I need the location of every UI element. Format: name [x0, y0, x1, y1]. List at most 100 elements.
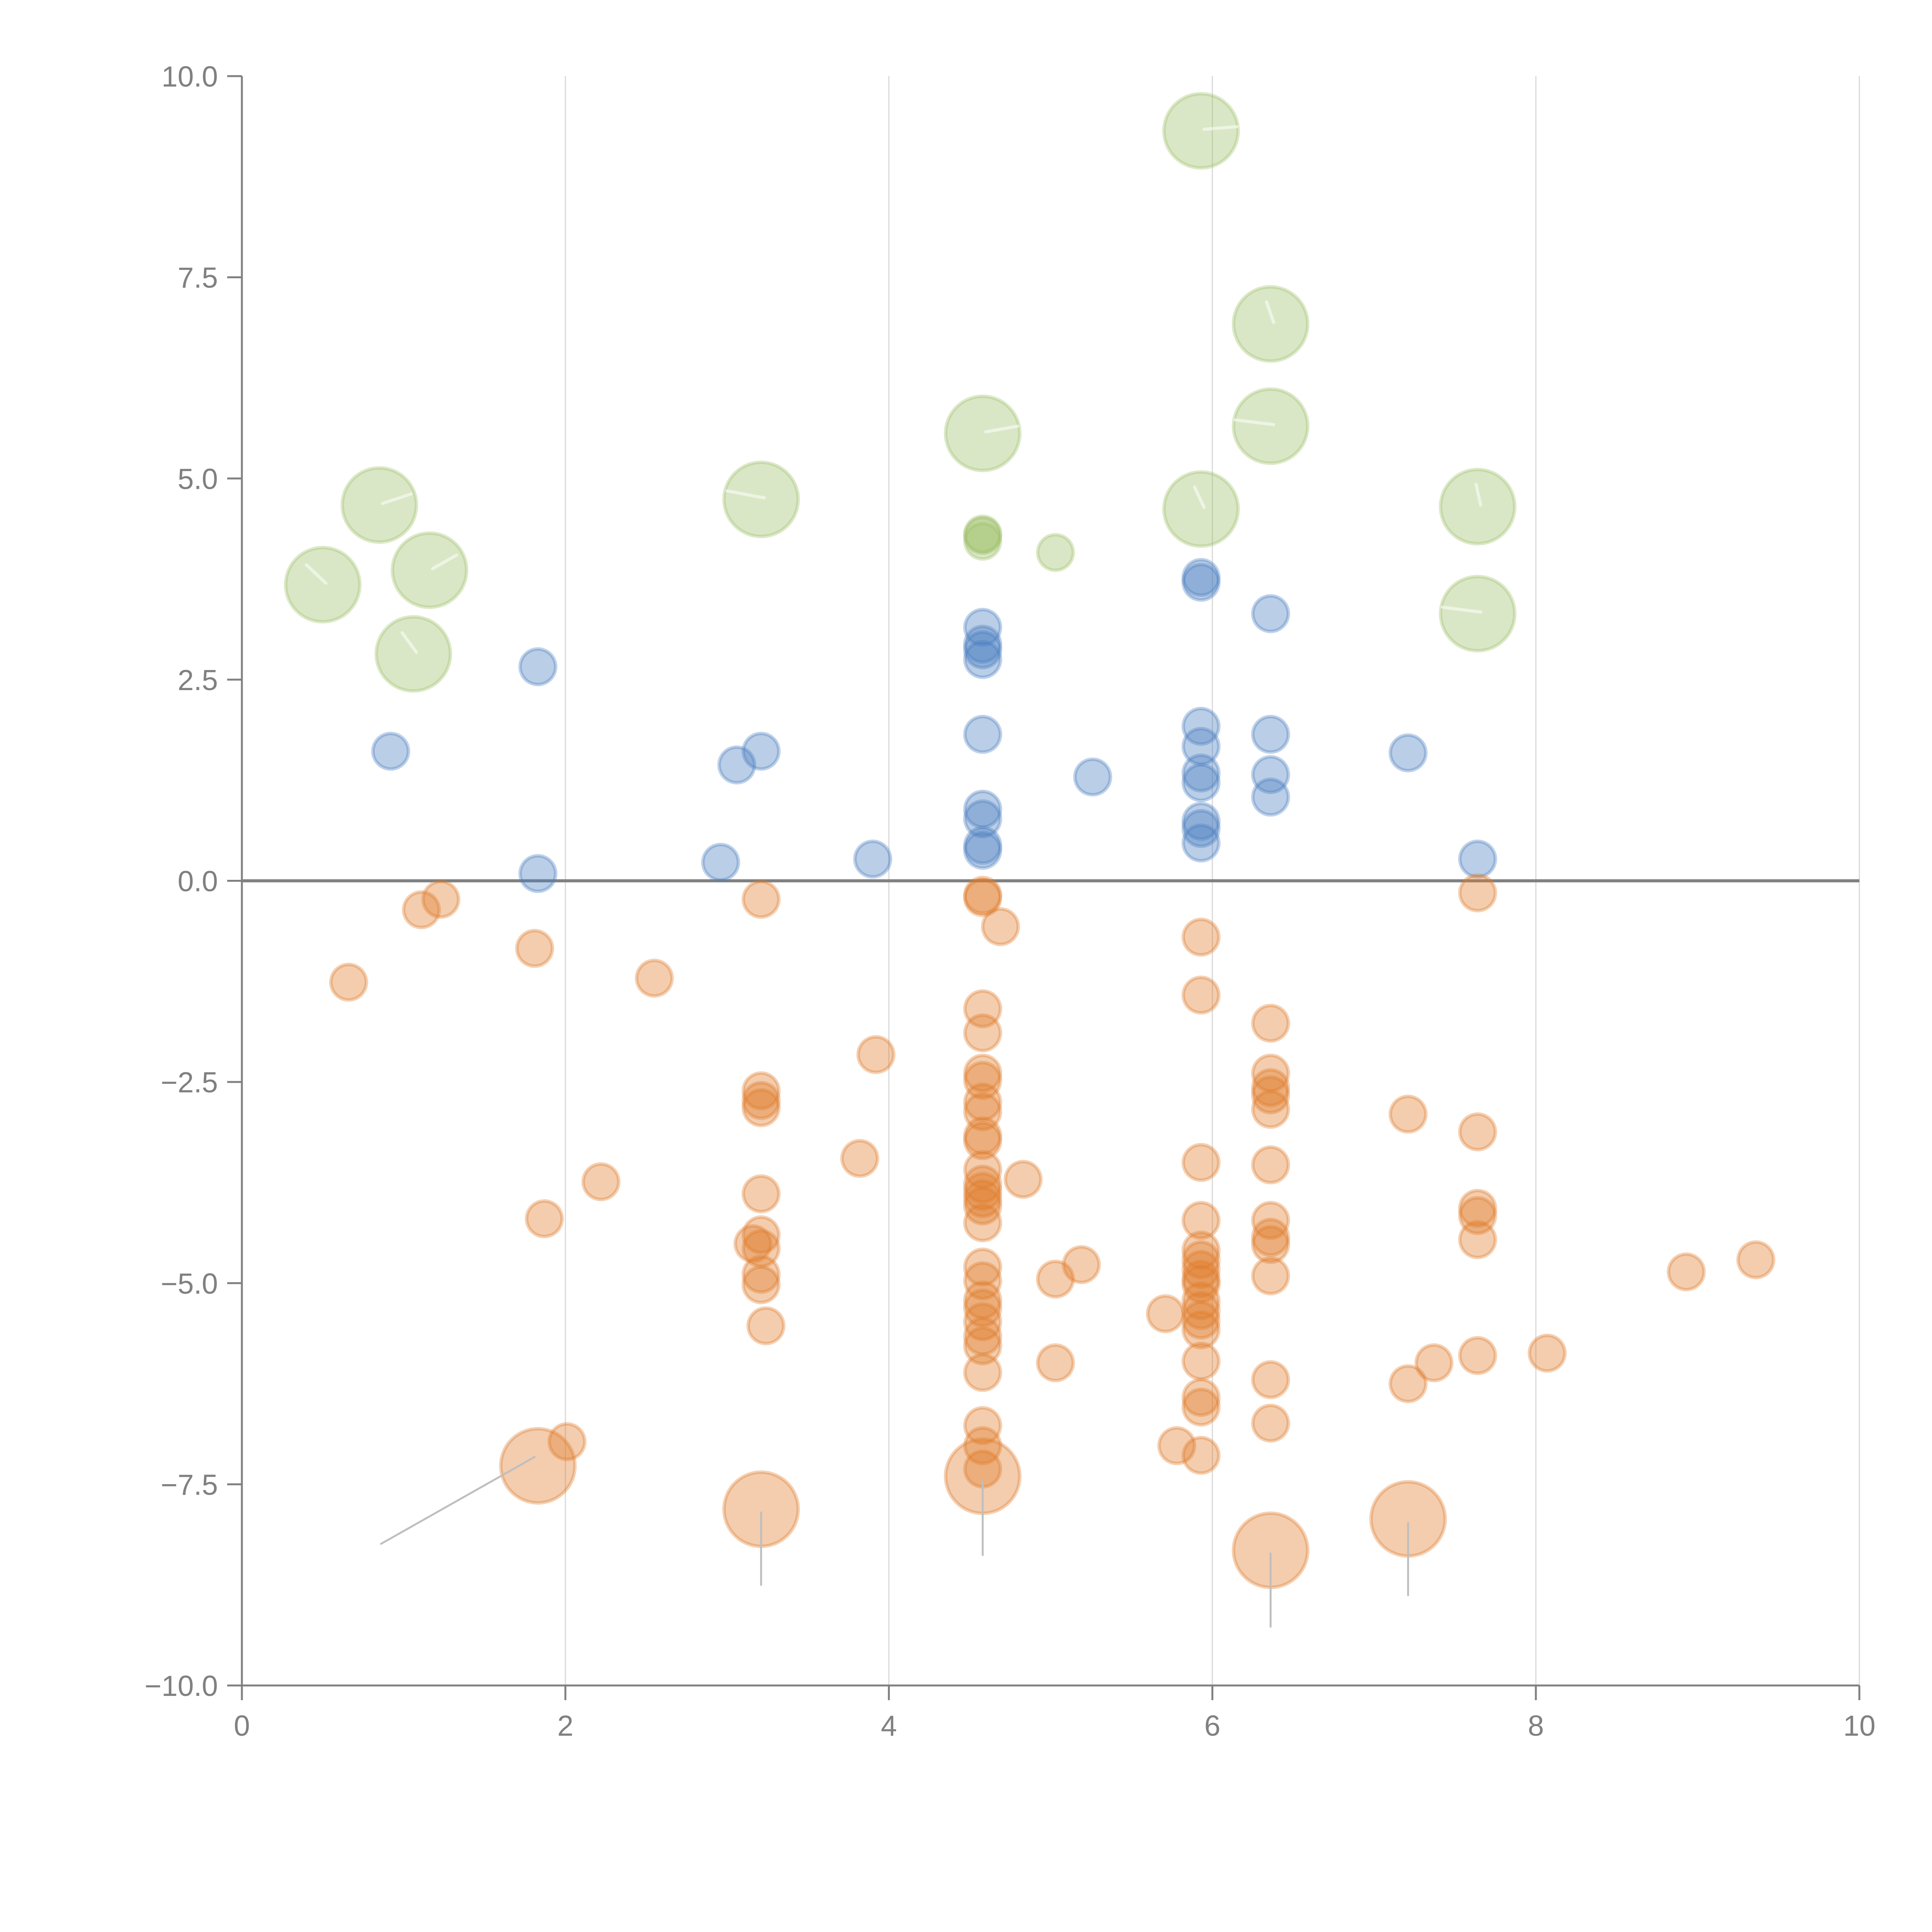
bubble-orange[interactable]: [1181, 1250, 1221, 1289]
bubble-orange[interactable]: [963, 1121, 1002, 1160]
bubble-orange[interactable]: [963, 1172, 1002, 1211]
bubble-orange[interactable]: [1181, 1143, 1221, 1182]
bubble-blue[interactable]: [1251, 755, 1290, 794]
bubble-blue[interactable]: [1251, 594, 1290, 633]
bubble-orange[interactable]: [1181, 1310, 1221, 1350]
bubble-orange[interactable]: [963, 1179, 1002, 1218]
bubble-blue[interactable]: [1073, 757, 1112, 797]
bubble-green[interactable]: [963, 514, 1002, 554]
bubble-blue[interactable]: [1251, 714, 1290, 754]
bubble-orange[interactable]: [1181, 1435, 1221, 1475]
bubble-orange[interactable]: [547, 1422, 587, 1461]
bubble-orange[interactable]: [1388, 1364, 1428, 1403]
bubble-orange[interactable]: [856, 1035, 896, 1074]
bubble-blue[interactable]: [963, 714, 1002, 754]
bubble-blue[interactable]: [717, 745, 757, 785]
bubble-orange[interactable]: [1181, 917, 1221, 957]
bubble-orange[interactable]: [1181, 1342, 1221, 1381]
bubble-orange[interactable]: [1181, 1387, 1221, 1427]
bubble-blue[interactable]: [1458, 839, 1497, 879]
bubble-orange[interactable]: [963, 1203, 1002, 1243]
bubble-blue[interactable]: [963, 608, 1002, 647]
bubble-orange[interactable]: [1181, 1259, 1221, 1299]
bubble-orange[interactable]: [746, 1306, 786, 1345]
bubble-orange[interactable]: [1251, 1201, 1290, 1240]
bubble-green[interactable]: [391, 531, 469, 609]
bubble-blue[interactable]: [1181, 823, 1221, 863]
bubble-blue[interactable]: [1181, 753, 1221, 793]
bubble-orange[interactable]: [742, 1215, 781, 1255]
bubble-orange[interactable]: [963, 989, 1002, 1029]
bubble-orange[interactable]: [499, 1427, 577, 1505]
bubble-orange[interactable]: [742, 1265, 781, 1304]
bubble-orange[interactable]: [1458, 1112, 1497, 1151]
bubble-green[interactable]: [1231, 285, 1310, 363]
bubble-orange[interactable]: [963, 1302, 1002, 1342]
bubble-orange[interactable]: [1458, 1336, 1497, 1375]
bubble-orange[interactable]: [634, 958, 674, 998]
bubble-blue[interactable]: [1181, 801, 1221, 841]
bubble-orange[interactable]: [1667, 1252, 1706, 1292]
bubble-blue[interactable]: [853, 839, 893, 879]
bubble-orange[interactable]: [1036, 1259, 1075, 1299]
bubble-orange[interactable]: [1181, 1264, 1221, 1304]
bubble-orange[interactable]: [1527, 1333, 1567, 1373]
bubble-orange[interactable]: [515, 929, 554, 968]
bubble-orange[interactable]: [742, 1255, 781, 1294]
bubble-orange[interactable]: [963, 1186, 1002, 1226]
bubble-orange[interactable]: [1458, 1189, 1497, 1228]
bubble-orange[interactable]: [1146, 1294, 1185, 1333]
bubble-green[interactable]: [1439, 468, 1517, 546]
bubble-orange[interactable]: [963, 1165, 1002, 1204]
bubble-blue[interactable]: [963, 826, 1002, 865]
bubble-orange[interactable]: [1181, 1378, 1221, 1417]
bubble-orange[interactable]: [963, 1353, 1002, 1392]
bubble-blue[interactable]: [371, 731, 410, 771]
bubble-orange[interactable]: [1414, 1343, 1454, 1383]
bubble-orange[interactable]: [963, 1013, 1002, 1053]
bubble-orange[interactable]: [1251, 1053, 1290, 1093]
bubble-orange[interactable]: [1181, 1301, 1221, 1340]
bubble-orange[interactable]: [840, 1139, 879, 1178]
bubble-blue[interactable]: [963, 624, 1002, 664]
bubble-orange[interactable]: [402, 890, 441, 929]
bubble-orange[interactable]: [981, 907, 1020, 946]
bubble-orange[interactable]: [963, 1150, 1002, 1189]
bubble-blue[interactable]: [701, 843, 740, 882]
bubble-orange[interactable]: [963, 878, 1002, 917]
bubble-blue[interactable]: [963, 630, 1002, 670]
bubble-orange[interactable]: [963, 1316, 1002, 1356]
bubble-blue[interactable]: [1251, 777, 1290, 817]
bubble-blue[interactable]: [1388, 733, 1428, 772]
bubble-orange[interactable]: [742, 1174, 781, 1214]
bubble-blue[interactable]: [742, 731, 781, 771]
bubble-orange[interactable]: [742, 1071, 781, 1111]
bubble-blue[interactable]: [1181, 707, 1221, 746]
bubble-orange[interactable]: [963, 1288, 1002, 1328]
bubble-green[interactable]: [1036, 533, 1075, 572]
bubble-orange[interactable]: [1251, 1256, 1290, 1296]
bubble-orange[interactable]: [1181, 975, 1221, 1015]
bubble-orange[interactable]: [963, 1426, 1002, 1465]
bubble-green[interactable]: [1439, 575, 1517, 653]
bubble-orange[interactable]: [1251, 1360, 1290, 1400]
bubble-green[interactable]: [284, 546, 362, 624]
bubble-blue[interactable]: [1181, 558, 1221, 597]
bubble-orange[interactable]: [963, 1061, 1002, 1100]
bubble-orange[interactable]: [963, 1082, 1002, 1122]
bubble-blue[interactable]: [518, 647, 558, 687]
bubble-orange[interactable]: [1458, 1220, 1497, 1259]
bubble-blue[interactable]: [518, 854, 558, 893]
bubble-orange[interactable]: [1251, 1218, 1290, 1257]
bubble-green[interactable]: [963, 522, 1002, 561]
bubble-orange[interactable]: [1157, 1426, 1197, 1465]
bubble-orange[interactable]: [1181, 1240, 1221, 1279]
bubble-orange[interactable]: [1251, 1003, 1290, 1043]
bubble-blue[interactable]: [963, 640, 1002, 679]
bubble-orange[interactable]: [1251, 1145, 1290, 1185]
bubble-green[interactable]: [944, 395, 1022, 473]
bubble-green[interactable]: [1231, 387, 1310, 465]
bubble-blue[interactable]: [1181, 763, 1221, 802]
bubble-orange[interactable]: [1251, 1090, 1290, 1129]
bubble-orange[interactable]: [742, 1081, 781, 1120]
